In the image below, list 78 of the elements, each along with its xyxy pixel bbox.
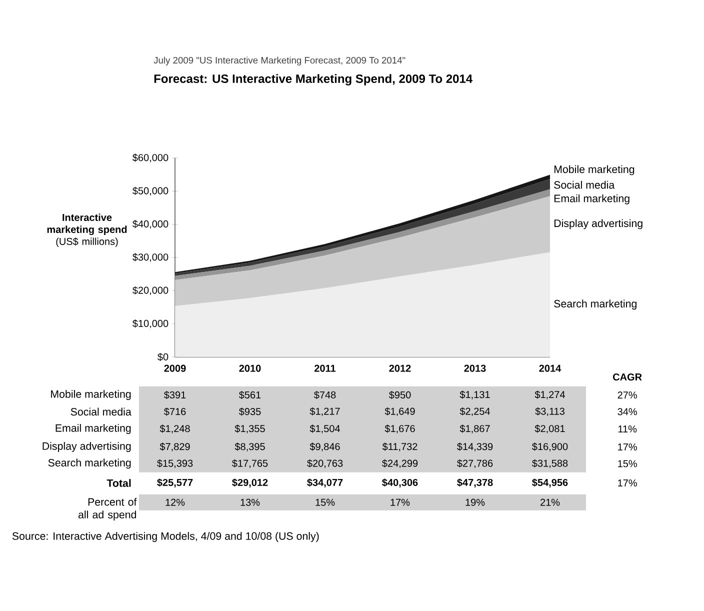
- data-label: $935: [238, 408, 261, 416]
- text: Social media: [70, 408, 132, 416]
- series-label: Social media: [554, 180, 615, 189]
- text: $29,012: [232, 478, 268, 488]
- y-tick-label: $60,000: [132, 154, 168, 162]
- series-label: Email marketing: [554, 194, 630, 204]
- text: Display advertising: [42, 442, 131, 452]
- text: $25,577: [157, 478, 193, 488]
- data-label: $1,131: [460, 390, 490, 400]
- text: Total: [106, 479, 131, 487]
- text: 34%: [618, 408, 637, 416]
- x-tick-label: 2009: [164, 364, 186, 372]
- text: Search marketing: [48, 458, 131, 469]
- data-label: $561: [238, 390, 261, 400]
- data-label: $1,504: [310, 424, 340, 434]
- x-tick-label: 2011: [314, 364, 336, 372]
- text: 17%: [618, 443, 637, 450]
- text: $34,077: [307, 478, 343, 488]
- data-label: $3,113: [535, 407, 564, 416]
- data-label: $24,299: [382, 459, 418, 468]
- text: 17%: [390, 498, 410, 506]
- data-label: $14,339: [457, 442, 493, 452]
- data-label: $1,248: [160, 424, 190, 434]
- text: $40,306: [382, 478, 418, 488]
- text: CAGR: [613, 373, 642, 381]
- text: Mobile marketing: [51, 390, 131, 400]
- y-tick-label: $50,000: [132, 186, 168, 196]
- data-label: $31,588: [532, 459, 568, 468]
- data-label: $950: [388, 390, 411, 400]
- text: Percent of all ad spend: [78, 498, 137, 521]
- text: 12%: [166, 498, 185, 506]
- text: 17%: [618, 479, 637, 486]
- data-label: $9,846: [310, 442, 340, 452]
- data-label: $716: [164, 408, 186, 416]
- data-label: $1,867: [460, 424, 490, 434]
- series-label: Mobile marketing: [554, 165, 634, 176]
- data-label: $16,900: [532, 442, 568, 452]
- x-tick-label: 2014: [539, 364, 562, 372]
- text: 15%: [316, 498, 335, 506]
- y-tick-label: $10,000: [132, 319, 168, 328]
- source-note: Source: Interactive Advertising Models, 4/09 and 10/08 (US only): [12, 532, 319, 542]
- y-axis-title: Interactive marketing spend (US$ millions): [47, 214, 127, 247]
- series-label: Display advertising: [554, 219, 642, 230]
- data-label: $391: [164, 390, 186, 400]
- y-tick-label: $40,000: [132, 220, 168, 229]
- data-label: $7,829: [160, 442, 190, 452]
- data-label: $1,217: [310, 407, 340, 416]
- data-label: $20,763: [307, 459, 343, 468]
- data-label: $1,274: [534, 390, 565, 400]
- text: $47,378: [457, 478, 493, 488]
- data-label: $2,081: [534, 424, 565, 434]
- chart-title: Forecast: US Interactive Marketing Spend, 2009 To 2014: [154, 74, 473, 86]
- text: 13%: [240, 498, 260, 506]
- text: 27%: [618, 391, 637, 399]
- y-tick-label: $0: [158, 352, 168, 362]
- data-label: $748: [314, 390, 336, 400]
- data-label: $1,355: [234, 424, 265, 434]
- text: $54,956: [532, 478, 568, 488]
- text: Email marketing: [56, 424, 131, 434]
- data-label: $11,732: [382, 442, 418, 452]
- x-tick-label: 2013: [464, 364, 486, 372]
- y-tick-label: $30,000: [132, 253, 168, 262]
- data-label: $17,765: [232, 459, 268, 468]
- series-label: Search marketing: [554, 300, 636, 310]
- text: 19%: [466, 498, 485, 506]
- chart-subtitle: July 2009 "US Interactive Marketing Forecast, 2009 To 2014": [154, 56, 406, 66]
- data-label: $1,649: [384, 407, 415, 416]
- text: 21%: [540, 498, 560, 506]
- text: 11%: [618, 425, 637, 432]
- data-label: $8,395: [234, 442, 265, 452]
- data-label: $27,786: [457, 459, 493, 468]
- data-label: $1,676: [384, 424, 415, 434]
- y-tick-label: $20,000: [132, 286, 168, 295]
- x-tick-label: 2010: [239, 364, 261, 372]
- text: 15%: [618, 460, 637, 468]
- data-label: $2,254: [460, 407, 490, 416]
- data-label: $15,393: [157, 459, 193, 468]
- x-tick-label: 2012: [389, 364, 411, 372]
